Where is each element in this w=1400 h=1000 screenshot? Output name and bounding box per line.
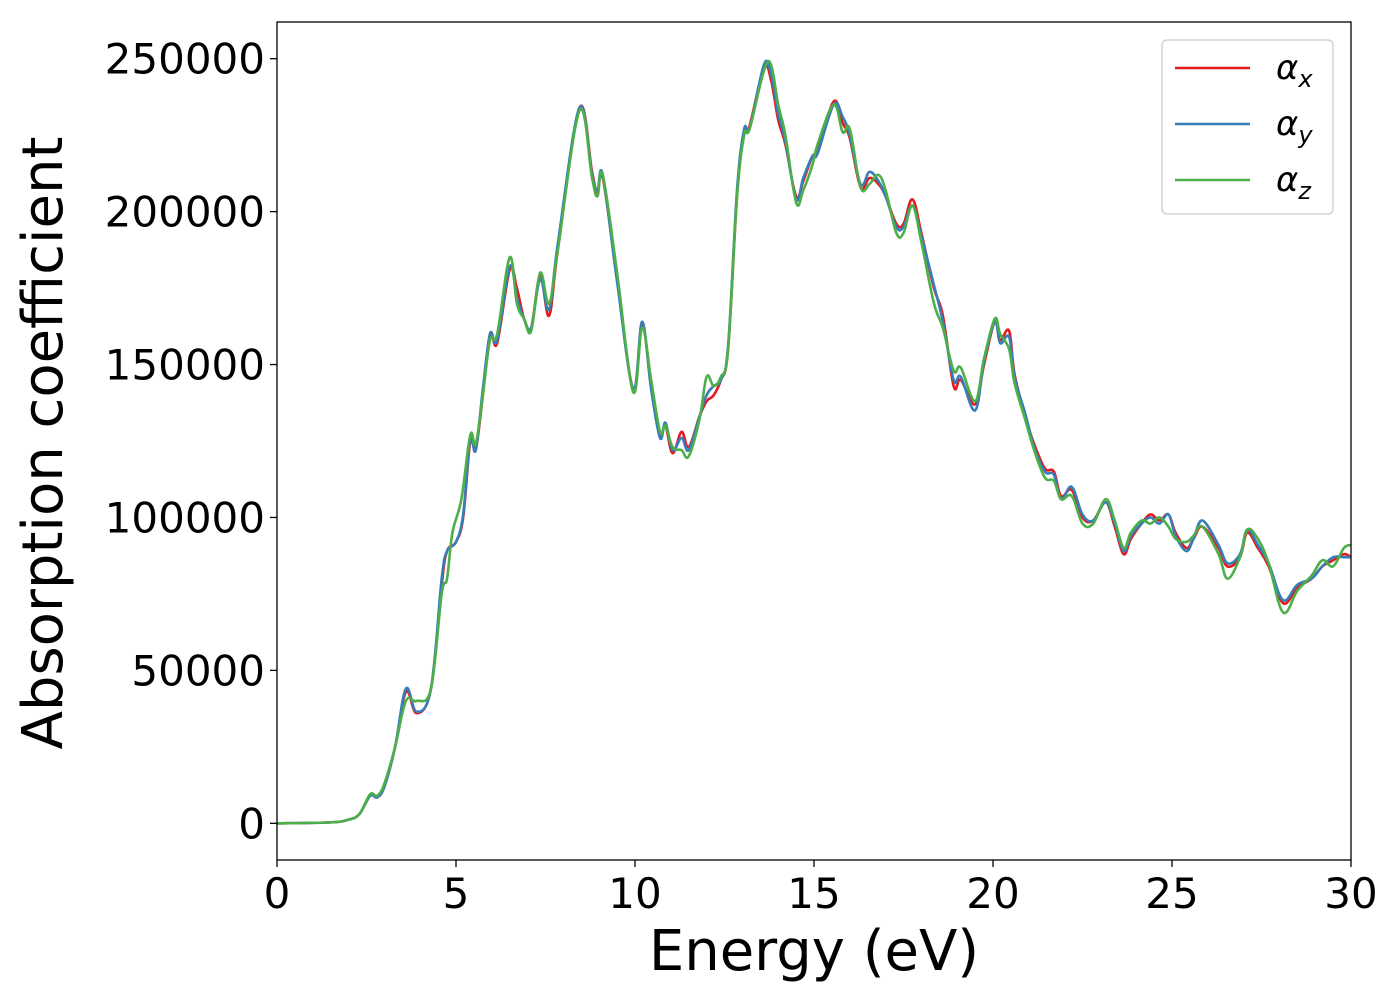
legend-label-z: αz <box>1276 160 1312 205</box>
legend-label-y: αy <box>1276 104 1313 149</box>
series-line-z <box>277 59 1351 825</box>
x-tick-label: 30 <box>1324 869 1377 918</box>
y-tick-label: 0 <box>238 799 265 848</box>
y-tick-label: 200000 <box>105 188 265 237</box>
x-axis-ticks: 0 5 10 15 20 25 30 <box>264 860 1378 918</box>
x-tick-label: 20 <box>966 869 1019 918</box>
y-tick-label: 100000 <box>105 493 265 542</box>
y-tick-label: 150000 <box>105 341 265 390</box>
x-tick-label: 10 <box>608 869 661 918</box>
y-axis-ticks: 0 50000 100000 150000 200000 250000 <box>105 35 277 848</box>
legend: αx αy αz <box>1161 39 1334 215</box>
legend-box <box>1161 39 1334 215</box>
series-layer <box>277 59 1351 825</box>
legend-label-x: αx <box>1276 48 1313 93</box>
y-axis-label: Absorption coefficient <box>11 137 76 750</box>
x-axis-label: Energy (eV) <box>649 919 979 984</box>
x-tick-label: 0 <box>264 869 291 918</box>
y-tick-label: 250000 <box>105 35 265 84</box>
x-tick-label: 15 <box>787 869 840 918</box>
x-tick-label: 5 <box>443 869 470 918</box>
x-tick-label: 25 <box>1145 869 1198 918</box>
series-line-y <box>277 59 1351 825</box>
y-tick-label: 50000 <box>131 646 265 695</box>
